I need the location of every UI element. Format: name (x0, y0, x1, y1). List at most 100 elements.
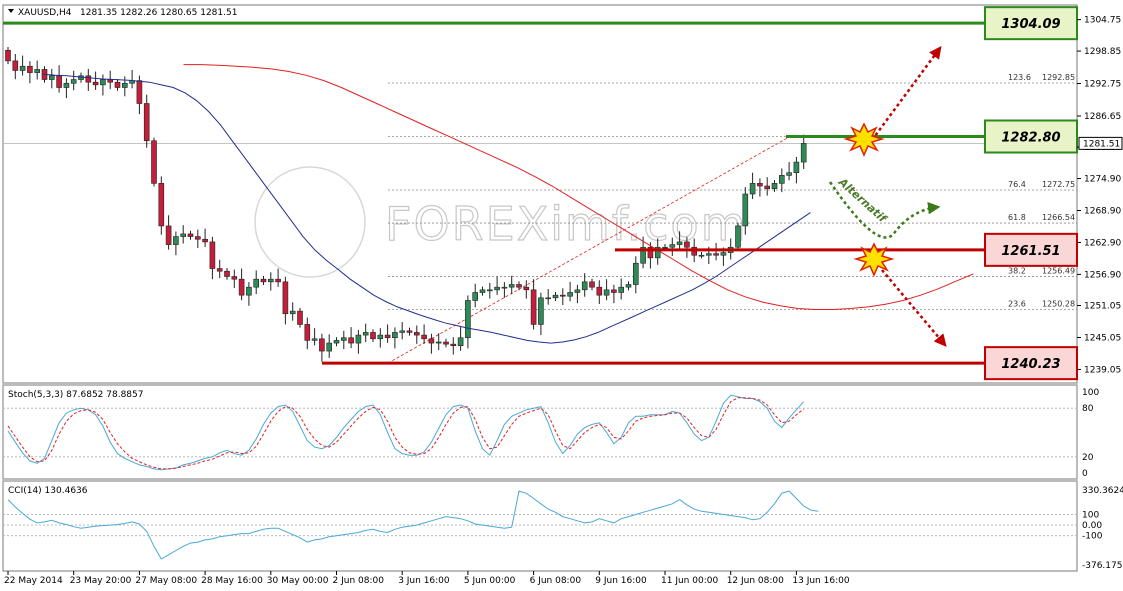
bearish-candle (348, 327, 354, 349)
bullish-candle (479, 286, 486, 296)
candle-body (92, 81, 99, 86)
candle-body (764, 185, 771, 189)
candle-body (786, 172, 792, 176)
candle-body (523, 286, 530, 291)
candle-body (632, 262, 639, 285)
bearish-candle (92, 71, 99, 90)
bullish-candle (355, 330, 362, 354)
price-tick-label: 1251.05 (1084, 302, 1121, 312)
stoch-tick-label: 80 (1082, 404, 1094, 414)
fibonacci-percent: 38.2 (1008, 267, 1026, 276)
candle-body (238, 278, 245, 296)
bullish-candle (34, 60, 41, 80)
fibonacci-price: 1256.49 (1042, 267, 1075, 276)
bullish-candle (538, 292, 544, 336)
bearish-candle (421, 324, 427, 344)
fibonacci-price: 1292.85 (1042, 73, 1075, 82)
candle-body (465, 300, 471, 339)
candle-body (275, 278, 281, 283)
support-label-box (984, 232, 1078, 267)
fibonacci-price: 1272.75 (1042, 180, 1075, 189)
candle-body (581, 281, 588, 291)
bearish-candle (516, 281, 522, 291)
support-label-box (984, 346, 1078, 381)
bearish-candle (282, 276, 289, 325)
bullish-candle (625, 281, 632, 291)
candle-body (209, 241, 216, 269)
cci-pane (2, 480, 1078, 572)
candle-body (413, 332, 420, 336)
cci-line (7, 490, 819, 560)
candle-body (370, 332, 376, 340)
bearish-candle (56, 65, 62, 93)
bearish-candle (260, 275, 267, 286)
candle-body (676, 241, 683, 245)
candle-body (107, 79, 113, 83)
price-tick-label: 1274.90 (1084, 175, 1121, 185)
candle-body (340, 337, 347, 341)
current-price-box (1078, 136, 1123, 150)
bullish-candle (698, 252, 705, 259)
bullish-candle (793, 156, 800, 184)
fast-moving-average (43, 73, 811, 344)
bullish-candle (129, 69, 135, 89)
candle-body (684, 241, 690, 248)
scenario-arrows: Alternatif (828, 45, 947, 347)
bullish-candle (567, 281, 573, 302)
candle-body (705, 253, 712, 256)
candle-body (428, 338, 435, 344)
bullish-candle (742, 187, 749, 235)
bullish-candle (267, 272, 274, 291)
bearish-candle (202, 228, 208, 247)
candle-body (224, 270, 230, 277)
time-tick-label: 11 Jun 00:00 (661, 576, 718, 586)
candle-body (559, 294, 566, 297)
symbol-label: XAUUSD,H4 (18, 8, 72, 18)
bullish-candle (669, 237, 676, 257)
bullish-candle (786, 162, 792, 181)
breakout-up-arrow (870, 45, 942, 141)
candle-body (246, 286, 252, 296)
time-tick-label: 23 May 20:00 (70, 576, 132, 586)
bearish-candle (370, 329, 376, 343)
candle-body (5, 49, 11, 62)
watermark: FOREXimf.com (254, 166, 746, 278)
bullish-candle (771, 180, 778, 192)
candle-body (757, 183, 763, 187)
chart-menu-icon[interactable] (8, 9, 14, 13)
bearish-candle (195, 229, 201, 249)
bullish-candle (70, 70, 77, 91)
candle-body (472, 292, 479, 301)
cci-title: CCI(14) 130.4636 (8, 486, 88, 496)
bullish-candle (778, 168, 785, 193)
cci-tick-label: 0.00 (1082, 521, 1102, 531)
candle-body (267, 278, 274, 283)
bearish-candle (238, 268, 245, 301)
time-tick-label: 13 Jun 16:00 (792, 576, 849, 586)
bearish-candle (319, 333, 325, 362)
bullish-candle (676, 231, 683, 250)
candle-body (749, 183, 756, 195)
axes: 1304.751298.851292.751286.651280.801274.… (4, 16, 1123, 586)
bullish-candle (63, 78, 70, 99)
price-tick-label: 1286.65 (1084, 112, 1121, 122)
bearish-candle (596, 280, 603, 304)
candle-body (333, 340, 340, 344)
fibonacci-percent: 23.6 (1008, 300, 1026, 309)
bearish-candle (297, 307, 303, 328)
time-tick-label: 2 Jun 08:00 (333, 576, 385, 586)
price-tick-label: 1268.90 (1084, 207, 1121, 217)
resistance-label: 1304.09 (1001, 17, 1060, 32)
time-tick-label: 6 Jun 08:00 (530, 576, 582, 586)
price-tick-label: 1239.05 (1084, 365, 1121, 375)
candle-body (27, 65, 33, 73)
bullish-candle (399, 322, 406, 340)
bullish-candle (501, 282, 508, 298)
bullish-candle (100, 74, 106, 96)
stoch-title: Stoch(5,3,3) 87.6852 78.8857 (8, 390, 143, 400)
candle-body (56, 75, 62, 88)
cci-tick-label: 100 (1082, 510, 1099, 520)
bearish-candle (209, 236, 216, 280)
price-pane (2, 4, 1078, 384)
candle-body (800, 143, 807, 163)
